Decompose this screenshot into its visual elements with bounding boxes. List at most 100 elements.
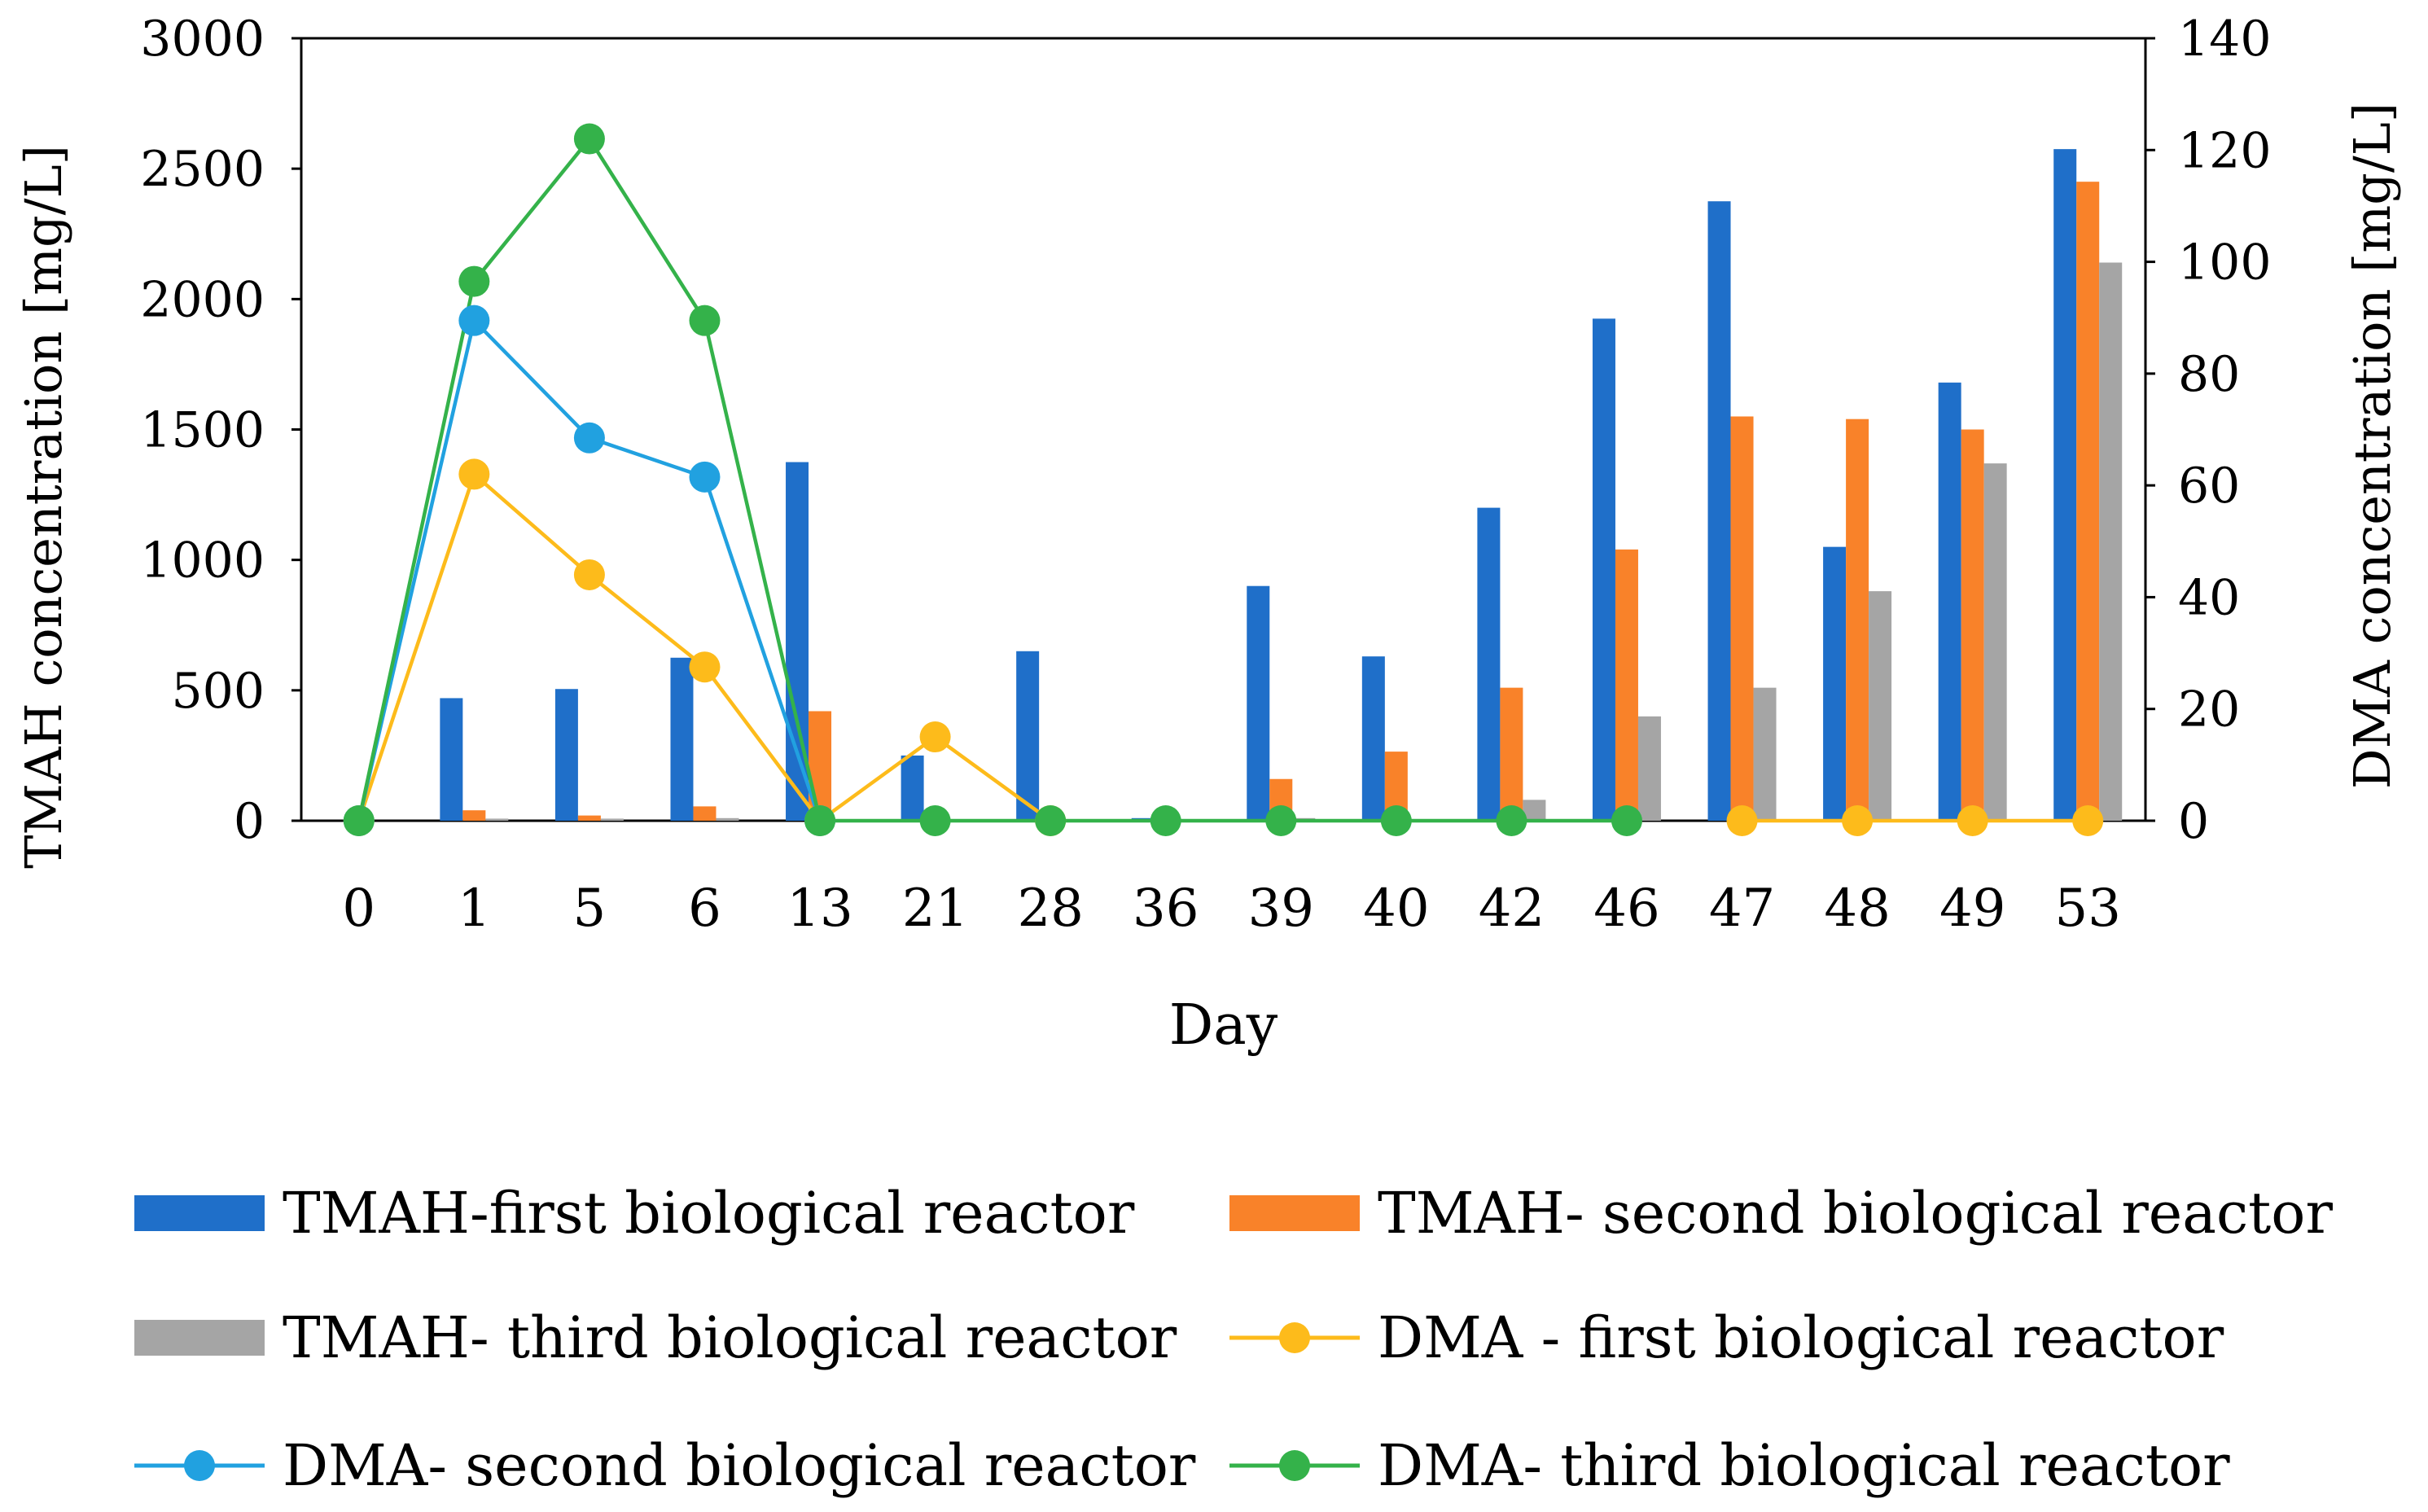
bar-1 [1938,382,1961,822]
y2-tick-label: 80 [2178,346,2240,403]
line-point-3 [919,805,951,836]
line-point-1 [919,721,951,753]
line-point-3 [458,265,490,297]
y-tick-label: 1000 [140,532,265,589]
bar-3 [2099,262,2123,821]
x-tick-label: 5 [573,879,607,939]
line-point-3 [573,123,605,155]
bar-2 [809,711,832,821]
x-tick-label: 39 [1248,879,1314,939]
line-segment-3 [357,281,476,822]
legend-swatch [1229,1195,1360,1231]
line-point-1 [573,559,605,590]
x-tick-label: 0 [342,879,375,939]
bar-2 [1615,549,1638,821]
line-segment-1 [472,472,591,576]
line-segment-2 [703,476,822,822]
bar-3 [1983,463,2007,821]
line-segment-3 [588,138,707,322]
legend-label: TMAH- third biological reactor [283,1304,1177,1371]
bar-1 [1707,201,1731,822]
bar-1 [1592,318,1615,821]
line-point-3 [1380,805,1412,836]
legend-label: DMA- second biological reactor [283,1432,1196,1499]
x-tick-label: 47 [1709,879,1775,939]
x-tick-label: 6 [688,879,721,939]
bar-3 [1523,800,1546,821]
legend-swatch-marker [1279,1450,1310,1481]
bar-1 [2053,149,2077,821]
bar-1 [440,698,463,821]
x-tick-label: 21 [902,879,968,939]
x-axis-label: Day [1169,993,1278,1058]
line-point-1 [1957,805,1988,836]
legend-item: TMAH- third biological reactor [134,1304,1177,1371]
bar-1 [786,462,809,821]
bar-1 [901,755,924,821]
bar-1 [1823,546,1847,821]
y-tick-label: 2500 [140,141,265,198]
bar-2 [577,815,601,821]
y2-tick-label: 100 [2178,234,2272,291]
y-tick-label: 0 [234,793,265,850]
line-point-2 [689,461,721,493]
line-point-3 [1496,805,1527,836]
bar-1 [1361,656,1385,821]
legend-swatch-marker [184,1450,215,1481]
line-point-1 [689,651,721,683]
legend-label: TMAH-first biological reactor [283,1180,1135,1247]
y-tick-label: 3000 [140,11,265,68]
legend-item: DMA- third biological reactor [1229,1432,2230,1499]
line-point-3 [1150,805,1181,836]
bar-2 [462,810,486,821]
line-segment-1 [357,473,476,822]
y2-tick-label: 120 [2178,122,2272,179]
bar-3 [716,817,739,821]
legend-label: DMA - first biological reactor [1378,1304,2224,1371]
line-segment-1 [934,735,1052,822]
bar-3 [1753,687,1777,821]
line-point-3 [1035,805,1067,836]
y2-tick-label: 140 [2178,11,2272,68]
plot-area: 0 500 1000 1500 2000 2500 3000 0 20 40 60 80 100 120 1… [140,11,2271,939]
x-tick-label: 13 [787,879,852,939]
x-tick-label: 36 [1133,879,1199,939]
line-segment-3 [703,320,822,822]
y2-tick-label: 20 [2178,681,2240,738]
bar-1 [1477,507,1501,821]
legend-label: TMAH- second biological reactor [1378,1180,2333,1247]
line-segment-1 [818,735,936,822]
legend-swatch-marker [1279,1322,1310,1353]
bar-3 [1637,716,1661,821]
line-point-3 [689,305,721,336]
y-tick-label: 1500 [140,402,265,459]
line-segment-3 [472,138,591,283]
bar-2 [2076,182,2100,821]
legend-item: TMAH-first biological reactor [134,1180,1135,1247]
y2-axis-label: DMA concentration [mg/L] [2343,103,2402,789]
legend-item: TMAH- second biological reactor [1229,1180,2333,1247]
x-tick-label: 1 [458,879,491,939]
x-tick-label: 42 [1479,879,1545,939]
y-tick-label: 2000 [140,271,265,328]
bar-3 [1869,591,1892,821]
bar-2 [1846,419,1869,821]
y2-tick-label: 40 [2178,569,2240,626]
x-tick-label: 46 [1593,879,1659,939]
legend: TMAH-first biological reactor TMAH- secon… [134,1180,2333,1499]
x-tick-label: 53 [2055,879,2121,939]
bar-2 [1961,429,1984,821]
x-tick-label: 40 [1363,879,1429,939]
line-segment-2 [472,319,591,440]
bar-2 [1500,687,1523,821]
y-tick-label: 500 [171,663,265,720]
y2-tick-label: 60 [2178,458,2240,515]
line-point-3 [1265,805,1297,836]
bar-1 [1247,585,1270,821]
x-tick-label: 49 [1939,879,2005,939]
bar-1 [1016,651,1040,821]
line-point-2 [458,305,490,336]
line-point-3 [1611,805,1642,836]
